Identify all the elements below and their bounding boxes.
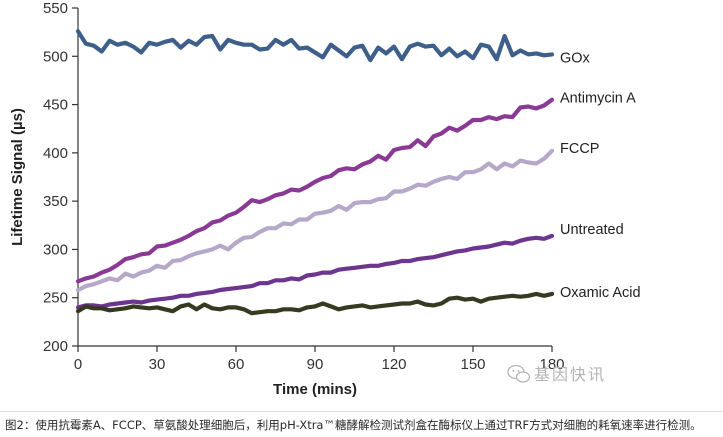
- y-tick-label: 550: [43, 0, 68, 17]
- y-tick-label: 200: [43, 338, 68, 355]
- y-tick-label: 300: [43, 241, 68, 258]
- series-label-oxamic-acid: Oxamic Acid: [560, 285, 641, 301]
- series-label-antimycin-a: Antimycin A: [560, 91, 636, 107]
- series-labels: GOx Antimycin A FCCP Untreated Oxamic Acid: [560, 50, 641, 300]
- x-tick-label: 0: [74, 356, 82, 373]
- series-line-oxamic-acid: [75, 291, 555, 316]
- x-tick-label: 120: [381, 356, 406, 373]
- x-tick-label: 180: [539, 356, 564, 373]
- y-tick-label: 450: [43, 97, 68, 114]
- series-label-fccp: FCCP: [560, 141, 599, 157]
- watermark: 基因快讯: [507, 364, 606, 384]
- series-lines: [75, 29, 555, 316]
- watermark-text: 基因快讯: [534, 365, 606, 384]
- series-line-fccp: [75, 148, 555, 293]
- x-tick-label: 90: [307, 356, 324, 373]
- series-line-antimycin-a: [75, 97, 555, 284]
- series-label-untreated: Untreated: [560, 222, 624, 238]
- axes: [77, 8, 552, 347]
- y-tick-label: 400: [43, 145, 68, 162]
- y-tick-label: 250: [43, 290, 68, 307]
- x-tick-label: 30: [149, 356, 166, 373]
- wechat-icon: [507, 364, 531, 383]
- x-tick-label: 60: [228, 356, 245, 373]
- x-axis-title: Time (mins): [273, 381, 357, 398]
- y-axis-ticks: 550 500 450 400 350 300 250 200: [43, 0, 78, 355]
- series-line-gox: [75, 29, 555, 63]
- y-axis-title: Lifetime Signal (µs): [9, 108, 26, 246]
- caption-divider: [0, 411, 723, 412]
- series-line-untreated: [75, 233, 555, 310]
- x-axis-ticks: 0 30 60 90 120 150 180: [74, 346, 565, 373]
- y-tick-label: 500: [43, 48, 68, 65]
- series-label-gox: GOx: [560, 50, 591, 66]
- figure-caption: 图2：使用抗霉素A、FCCP、草氨酸处理细胞后，利用pH-Xtra™糖酵解检测试…: [5, 418, 702, 432]
- x-tick-label: 150: [460, 356, 485, 373]
- y-tick-label: 350: [43, 193, 68, 210]
